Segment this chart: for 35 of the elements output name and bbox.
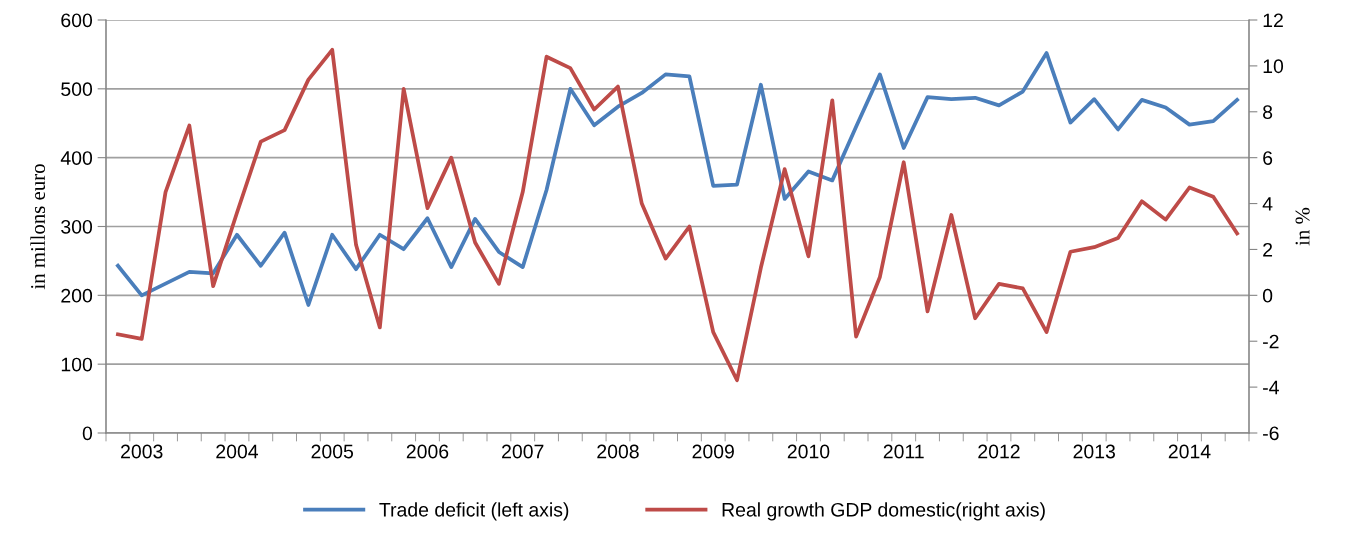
x-tick-label: 2012: [978, 444, 1020, 459]
y-tick-label: 500: [61, 82, 93, 97]
y2-axis-title: in %: [1295, 207, 1310, 246]
x-tick-label: 2005: [311, 444, 354, 459]
y2-tick-label: 4: [1262, 197, 1273, 211]
y-tick-label: 0: [82, 426, 93, 441]
y-tick-label: 200: [61, 288, 93, 303]
y2-tick-label: 12: [1263, 13, 1283, 28]
x-tick-label: 2004: [216, 444, 259, 459]
x-tick-label: 2011: [883, 444, 924, 459]
x-tick-label: 2007: [502, 444, 544, 459]
y2-tick-label: 8: [1263, 105, 1273, 120]
x-tick-label: 2009: [692, 444, 734, 459]
legend-label: Real growth GDP domestic(right axis): [722, 502, 1045, 521]
y2-tick-label: -4: [1263, 380, 1279, 395]
y2-tick-label: 10: [1263, 59, 1284, 74]
x-tick-label: 2010: [787, 444, 830, 459]
x-tick-label: 2006: [406, 444, 449, 459]
x-tick-label: 2013: [1073, 444, 1115, 459]
x-tick-label: 2014: [1168, 444, 1211, 459]
y2-tick-label: -2: [1263, 334, 1279, 349]
line-series: [116, 47, 1239, 383]
y-tick-label: 300: [61, 219, 93, 234]
x-tick-label: 2008: [597, 444, 639, 459]
y-tick-label: 600: [61, 13, 93, 28]
y2-tick-label: -6: [1263, 426, 1279, 441]
x-tick-label: 2003: [121, 444, 163, 459]
line-series: [116, 51, 1239, 307]
y-tick-label: 400: [60, 151, 93, 165]
y2-tick-label: 0: [1262, 288, 1273, 303]
y2-tick-label: 6: [1263, 151, 1273, 165]
y2-tick-label: 2: [1263, 242, 1273, 257]
legend-label: Trade deficit (left axis): [379, 502, 569, 521]
y-axis-title: in millons euro: [30, 164, 46, 290]
y-tick-label: 100: [61, 357, 93, 372]
